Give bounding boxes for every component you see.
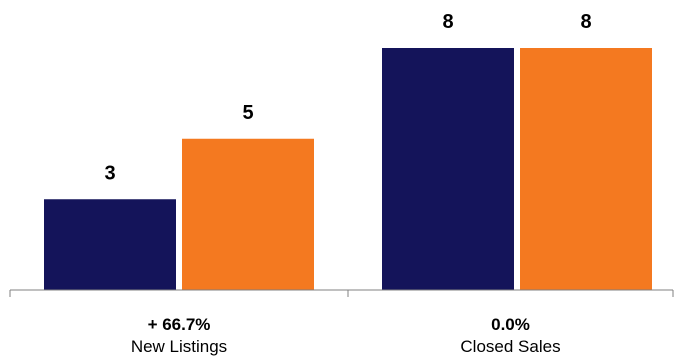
value-label-1-0: 8 xyxy=(442,11,453,33)
value-label-0-1: 5 xyxy=(242,102,253,124)
category-labels-group: + 66.7% New Listings 0.0% Closed Sales xyxy=(131,315,561,356)
bar-0-0 xyxy=(44,199,176,290)
value-label-1-1: 8 xyxy=(580,11,591,33)
bar-0-1 xyxy=(182,138,314,290)
value-label-0-0: 3 xyxy=(104,162,115,184)
bar-1-0 xyxy=(382,48,514,290)
category-label-1: Closed Sales xyxy=(460,337,560,356)
value-labels-group: 3 5 8 8 xyxy=(104,11,591,184)
x-axis-ticks xyxy=(9,290,674,297)
change-label-0: + 66.7% xyxy=(148,315,211,334)
change-label-1: 0.0% xyxy=(491,315,530,334)
bars-group xyxy=(44,48,652,290)
bar-1-1 xyxy=(520,48,652,290)
category-label-0: New Listings xyxy=(131,337,227,356)
